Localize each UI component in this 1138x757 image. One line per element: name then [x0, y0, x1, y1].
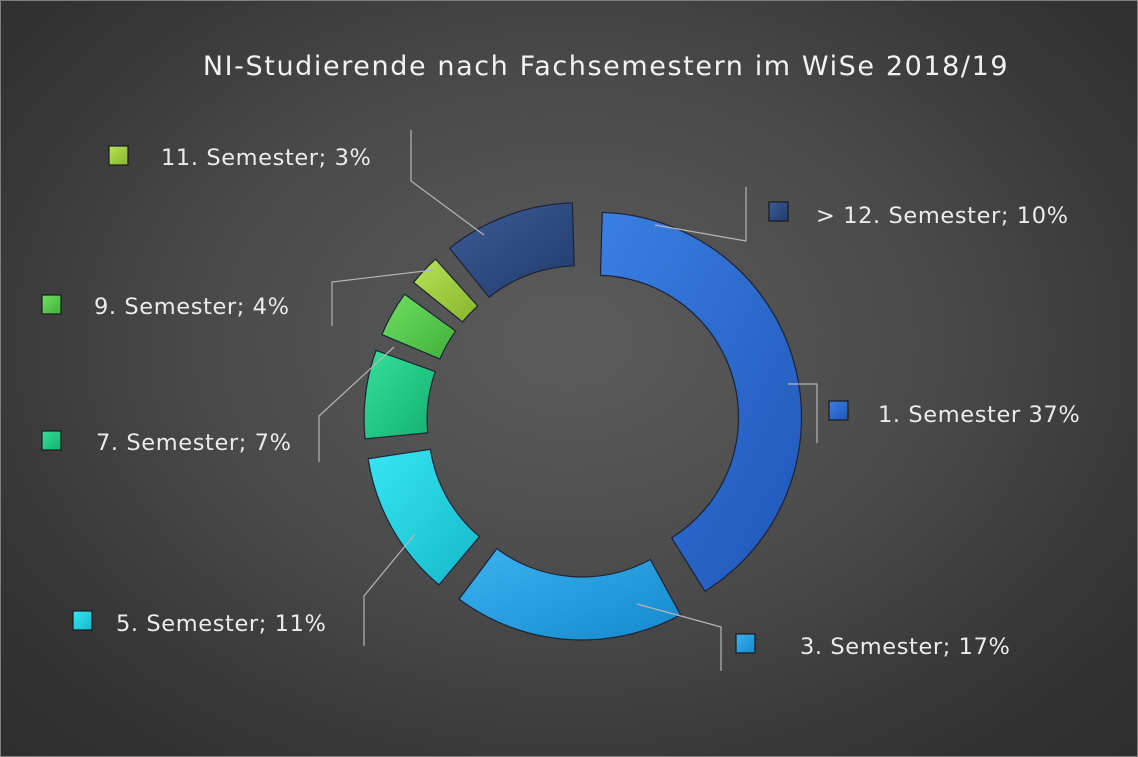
leader-line-6 [410, 130, 485, 236]
data-label-6: 11. Semester; 3% [161, 145, 372, 171]
data-label-1: 1. Semester 37% [878, 402, 1080, 428]
leader-line-1 [788, 383, 818, 443]
legend-marker-4 [41, 430, 62, 451]
legend-marker-1 [828, 400, 849, 421]
leader-line-2 [636, 603, 722, 671]
data-label-2: 3. Semester; 17% [800, 634, 1011, 660]
donut-slice-7 [448, 202, 575, 299]
donut-slice-4 [363, 349, 437, 440]
leader-line-4 [318, 346, 395, 462]
donut-slice-6 [412, 258, 479, 323]
legend-marker-2 [735, 633, 756, 654]
chart-title: NI-Studierende nach Fachsemestern im WiS… [203, 51, 1009, 82]
data-label-5: 9. Semester; 4% [94, 294, 290, 320]
leader-line-7 [654, 187, 747, 242]
data-label-4: 7. Semester; 7% [96, 430, 292, 456]
data-label-3: 5. Semester; 11% [116, 611, 327, 637]
legend-marker-5 [41, 294, 62, 315]
legend-marker-7 [768, 201, 789, 222]
leader-line-3 [363, 533, 416, 646]
legend-marker-6 [108, 145, 129, 166]
legend-marker-3 [72, 610, 93, 631]
data-label-7: > 12. Semester; 10% [816, 203, 1069, 229]
donut-slice-3 [367, 448, 481, 586]
leader-line-5 [331, 269, 434, 326]
donut-slice-1 [599, 211, 803, 593]
donut-slice-2 [458, 547, 682, 641]
donut-slice-5 [381, 293, 457, 360]
